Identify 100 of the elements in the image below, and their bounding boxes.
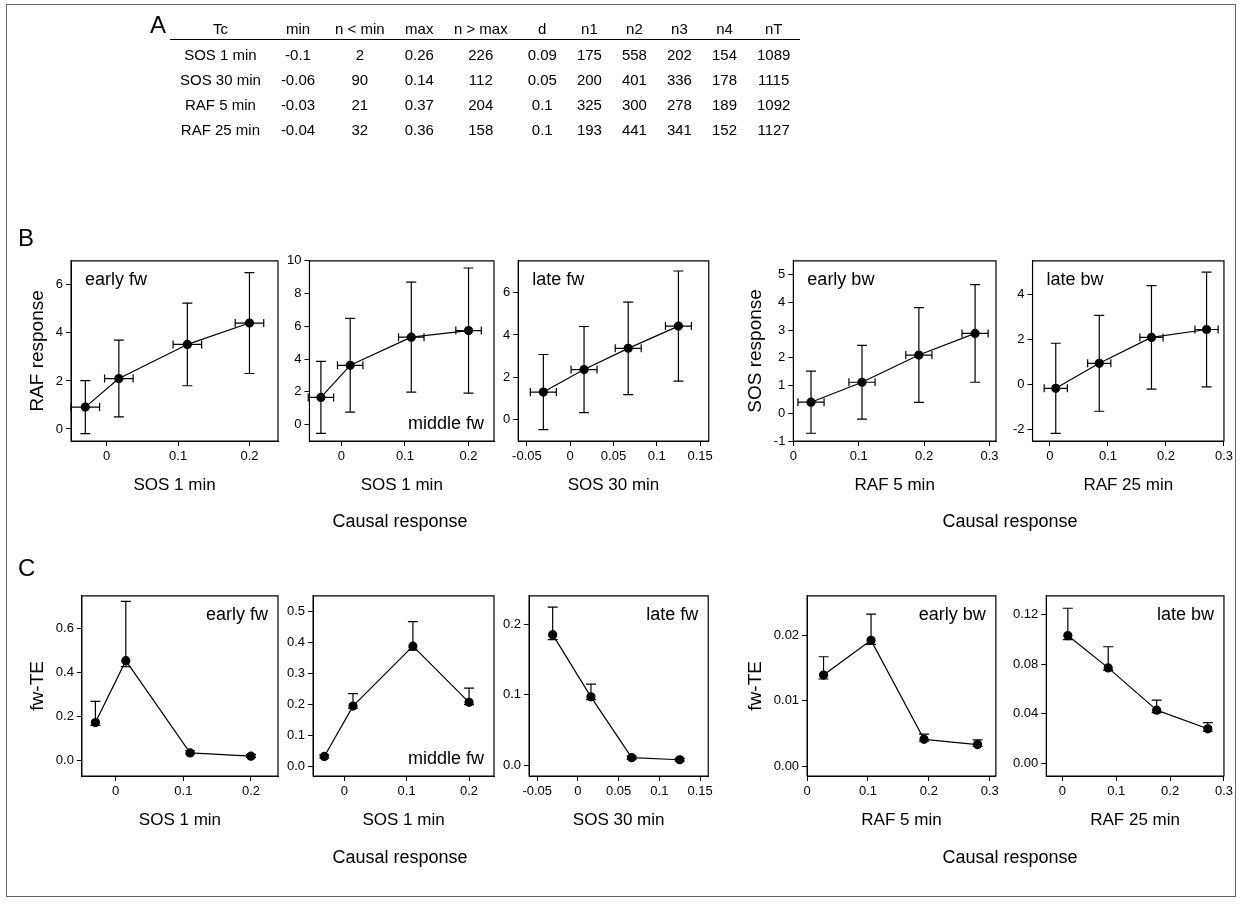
x-tick-label: 0.1 [1107, 783, 1126, 799]
text: A [150, 11, 167, 39]
y-tick-label: 0.2 [286, 696, 306, 712]
text: 154 [711, 46, 737, 63]
y-tick-label: 0.08 [1012, 655, 1039, 671]
text: 226 [468, 46, 494, 63]
text: 0.05 [527, 71, 557, 88]
y-tick-label: 0.0 [286, 758, 306, 774]
x-tick-label: 0.1 [650, 783, 669, 799]
x-tick-label: 0.05 [605, 783, 632, 799]
text: early fw [205, 603, 269, 624]
x-axis-title: RAF 25 min [1083, 475, 1174, 495]
text: -0.03 [280, 96, 316, 113]
y-tick-label: 4 [294, 350, 302, 366]
y-tick-label: 2 [294, 383, 302, 399]
x-tick-label: 0 [337, 448, 345, 464]
text: 325 [576, 96, 602, 113]
x-tick-label: 0.1 [169, 448, 188, 464]
x-tick-label: 0.05 [600, 448, 627, 464]
x-tick-label: 0.3 [980, 448, 999, 464]
text: Causal response [941, 847, 1079, 868]
x-tick-label: 0.3 [1214, 783, 1233, 799]
x-tick-label: 0.2 [1156, 448, 1175, 464]
y-tick-label: 0 [503, 411, 511, 427]
y-tick-label: 0.04 [1012, 705, 1039, 721]
y-tick-label: 0 [294, 416, 302, 432]
y-tick-label: 0 [1017, 376, 1025, 392]
text: Tc [211, 19, 229, 39]
y-tick-label: 0.4 [286, 633, 306, 649]
text: 2 [355, 46, 365, 63]
x-axis-title: RAF 5 min [861, 810, 942, 830]
y-tick-label: 2 [1017, 331, 1025, 347]
y-tick-label: 4 [778, 293, 786, 309]
text: middle fw [407, 747, 485, 768]
y-axis-title: fw-TE [743, 661, 765, 711]
text: 178 [711, 71, 737, 88]
y-tick-label: 0.1 [286, 727, 306, 743]
x-tick-label: 0.2 [240, 448, 259, 464]
x-tick-label: 0.15 [687, 448, 713, 464]
y-tick-label: 8 [294, 285, 302, 301]
text: 1115 [758, 71, 790, 88]
text: B [18, 224, 35, 252]
category-label: d [537, 19, 548, 39]
x-tick-label: 0.1 [397, 783, 416, 799]
category-label: n1 [580, 19, 599, 39]
x-axis-title: SOS 30 min [572, 810, 665, 830]
category-label: n4 [715, 19, 734, 39]
category-label: n < min [334, 19, 386, 39]
text: 336 [666, 71, 692, 88]
text: 278 [666, 96, 692, 113]
x-tick-label: 0 [112, 783, 120, 799]
text: 558 [621, 46, 647, 63]
text: C [18, 554, 36, 582]
text: 441 [621, 121, 647, 138]
y-axis-title: fw-TE [25, 661, 47, 711]
y-tick-label: -1 [773, 432, 786, 448]
x-axis-title: SOS 1 min [138, 810, 222, 830]
text: 401 [621, 71, 647, 88]
text: 200 [576, 71, 602, 88]
text: 189 [711, 96, 737, 113]
y-tick-label: 2 [503, 368, 511, 384]
y-tick-label: 0.00 [773, 757, 800, 773]
text: 0.37 [404, 96, 434, 113]
text: 341 [666, 121, 692, 138]
y-tick-label: 0.01 [773, 692, 800, 708]
x-tick-label: 0 [1046, 448, 1054, 464]
x-tick-label: 0 [803, 783, 811, 799]
text: middle fw [407, 412, 485, 433]
y-tick-label: 4 [55, 324, 64, 340]
text: 158 [468, 121, 494, 138]
text: Causal response [331, 511, 469, 532]
category-label: min [284, 19, 312, 39]
x-tick-label: 0.1 [858, 783, 878, 799]
category-label: nT [763, 19, 784, 39]
text: 204 [468, 96, 494, 113]
y-tick-label: 1 [778, 377, 786, 393]
x-tick-label: 0 [566, 448, 574, 464]
x-tick-label: 0 [574, 783, 582, 799]
chart-title: late fw [646, 603, 700, 624]
y-tick-label: 2 [778, 349, 786, 365]
x-axis-title: RAF 5 min [854, 475, 935, 495]
chart-title: late bw [1156, 603, 1215, 624]
text: 0.36 [404, 121, 434, 138]
text: 193 [576, 121, 602, 138]
y-tick-label: 6 [55, 276, 64, 292]
text: -0.06 [280, 71, 316, 88]
text: -0.1 [285, 46, 311, 63]
x-axis-title: SOS 30 min [567, 475, 660, 495]
category-label: n3 [670, 19, 689, 39]
text: 1127 [757, 121, 790, 138]
x-axis-title: SOS 1 min [133, 475, 216, 495]
category-label: max [404, 19, 435, 39]
x-tick-label: 0.1 [174, 783, 193, 799]
y-tick-label: 6 [503, 284, 511, 300]
text: 112 [468, 71, 493, 88]
x-tick-label: 0.15 [687, 783, 713, 799]
text: 152 [711, 121, 737, 138]
x-tick-label: 0 [103, 448, 111, 464]
x-axis-title: SOS 1 min [362, 810, 445, 830]
x-tick-label: 0 [1058, 783, 1067, 799]
